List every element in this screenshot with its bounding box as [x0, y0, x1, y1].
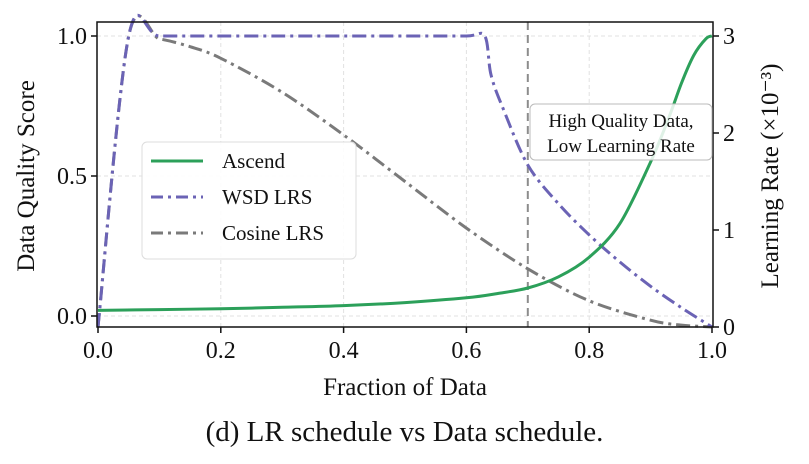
x-tick-label: 0.6 [451, 338, 481, 364]
y-axis-label-left: Data Quality Score [13, 80, 40, 272]
y-right-tick-label: 1 [723, 218, 735, 244]
legend: Ascend WSD LRS Cosine LRS [141, 141, 357, 260]
annotation-box: High Quality Data, Low Learning Rate [529, 103, 713, 161]
y-right-tick-label: 0 [723, 315, 735, 341]
y-axis-label-right: Learning Rate (×10⁻³) [757, 64, 784, 289]
figure-caption: (d) LR schedule vs Data schedule. [205, 416, 604, 448]
x-tick-label: 1.0 [697, 338, 727, 364]
plot-frame [96, 21, 714, 328]
annotation-line-2: Low Learning Rate [547, 136, 695, 157]
legend-label-cosine: Cosine LRS [222, 221, 324, 245]
x-axis-label: Fraction of Data [323, 374, 487, 401]
y-right-tick-label: 3 [723, 24, 735, 50]
series-lines [96, 13, 713, 329]
grid [97, 22, 713, 327]
x-tick-label: 0.8 [574, 338, 604, 364]
series-line-ascend [97, 34, 713, 312]
chart: 0.0 0.2 0.4 0.6 0.8 1.0 0.0 0.5 1.0 0 1 2 3 Fracti… [13, 13, 784, 401]
y-right-tick-label: 2 [723, 121, 735, 147]
annotation-line-1: High Quality Data, [548, 111, 693, 132]
y-tick-label: 0.5 [57, 164, 87, 190]
x-tick-label: 0.0 [83, 338, 113, 364]
y-tick-label: 0.0 [57, 304, 87, 330]
series-line-wsd-lrs [96, 13, 713, 329]
x-tick-label: 0.2 [206, 338, 236, 364]
y-ticks-left: 0.0 0.5 1.0 [57, 24, 97, 330]
legend-label-ascend: Ascend [222, 149, 285, 173]
y-ticks-right: 0 1 2 3 [713, 24, 735, 341]
y-tick-label: 1.0 [57, 24, 87, 50]
legend-label-wsd: WSD LRS [222, 185, 312, 209]
x-ticks: 0.0 0.2 0.4 0.6 0.8 1.0 [83, 327, 727, 364]
x-tick-label: 0.4 [329, 338, 359, 364]
